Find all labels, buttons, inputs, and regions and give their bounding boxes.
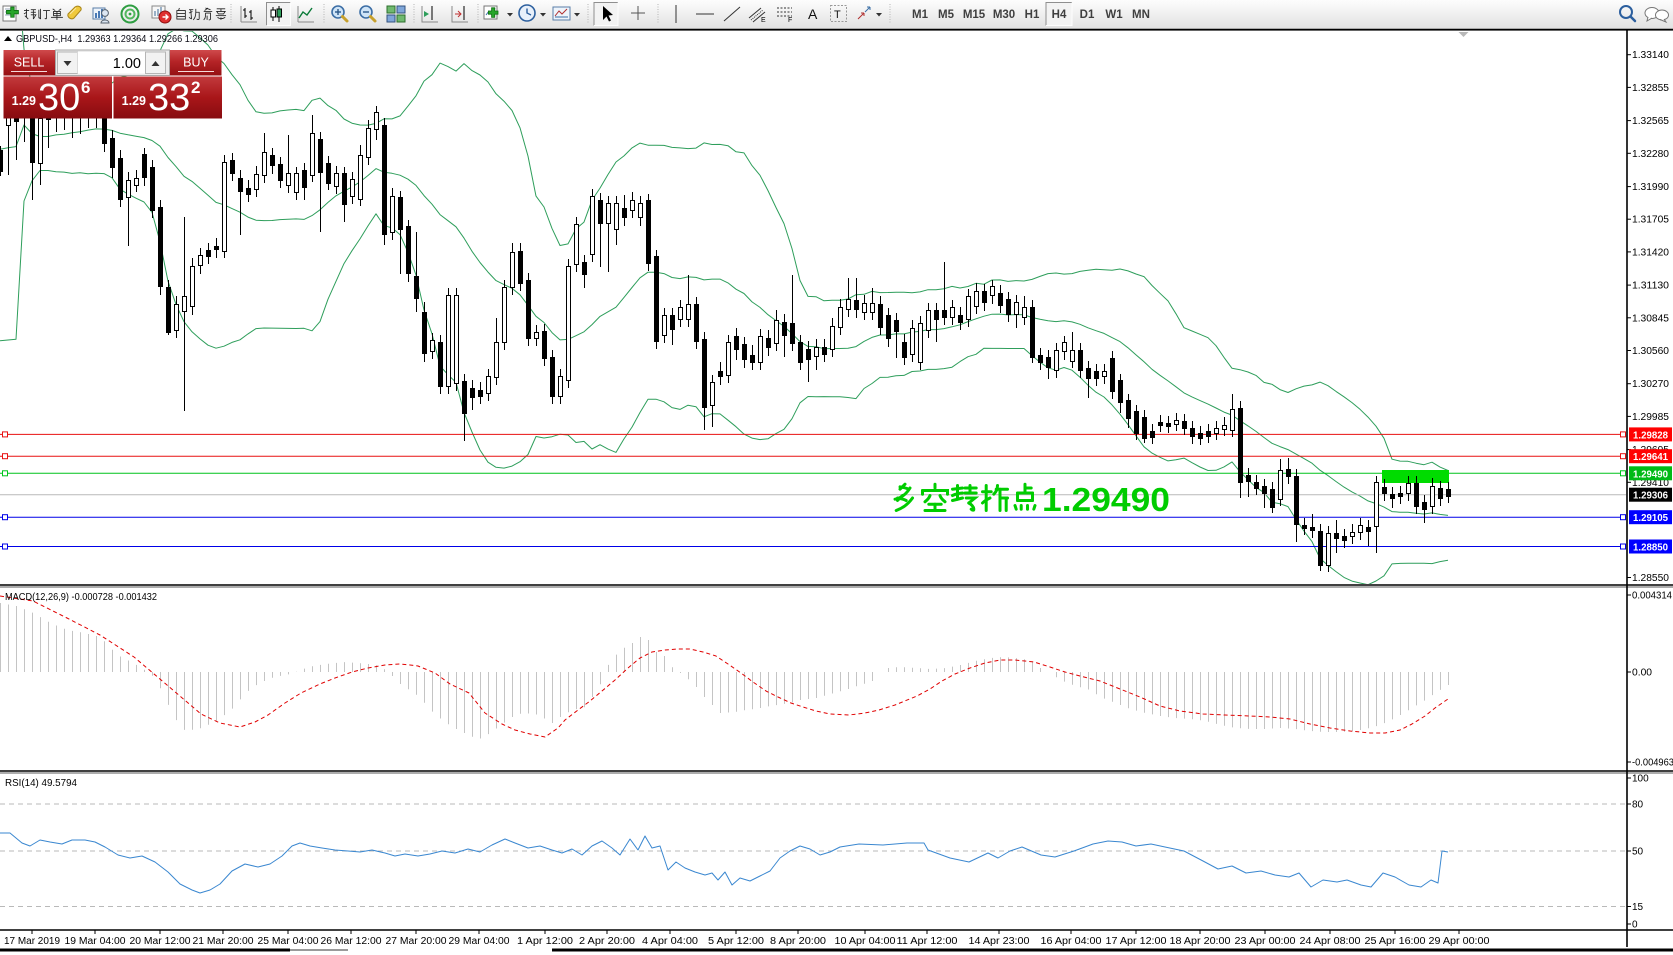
svg-text:29 Apr 00:00: 29 Apr 00:00 [1429,936,1490,947]
svg-text:4 Apr 04:00: 4 Apr 04:00 [642,936,698,947]
svg-text:RSI(14) 49.5794: RSI(14) 49.5794 [5,777,77,789]
svg-text:1 Apr 12:00: 1 Apr 12:00 [517,936,573,947]
svg-text:0.004314: 0.004314 [1632,591,1672,602]
svg-text:MN: MN [1132,9,1150,21]
svg-text:MACD(12,26,9) -0.000728 -0.001: MACD(12,26,9) -0.000728 -0.001432 [5,591,157,603]
svg-text:1.29105: 1.29105 [1633,513,1668,524]
svg-text:1.30845: 1.30845 [1632,313,1669,324]
svg-text:M1: M1 [912,9,929,21]
svg-text:21 Mar 20:00: 21 Mar 20:00 [193,936,254,947]
svg-text:1.29306: 1.29306 [1633,491,1668,502]
svg-text:1.29490: 1.29490 [1042,481,1170,518]
svg-text:100: 100 [1632,774,1649,785]
svg-text:19 Mar 04:00: 19 Mar 04:00 [65,936,126,947]
svg-text:A: A [808,6,818,22]
svg-text:26 Mar 12:00: 26 Mar 12:00 [321,936,382,947]
svg-text:1.29490: 1.29490 [1633,469,1668,480]
svg-text:BUY: BUY [183,56,209,70]
svg-text:1.31705: 1.31705 [1632,215,1669,226]
svg-text:1.31990: 1.31990 [1632,182,1669,193]
svg-text:25 Apr 16:00: 25 Apr 16:00 [1365,936,1426,947]
svg-text:14 Apr 23:00: 14 Apr 23:00 [969,936,1030,947]
svg-text:23 Apr 00:00: 23 Apr 00:00 [1235,936,1296,947]
svg-text:1.32280: 1.32280 [1632,149,1669,160]
svg-text:2 Apr 20:00: 2 Apr 20:00 [579,936,635,947]
svg-text:SELL: SELL [14,56,45,70]
svg-text:1.28850: 1.28850 [1633,543,1668,554]
svg-text:H1: H1 [1025,9,1040,21]
svg-text:W1: W1 [1105,9,1123,21]
svg-text:17 Mar 2019: 17 Mar 2019 [4,936,60,947]
svg-text:1.29: 1.29 [12,94,36,108]
svg-text:1.29: 1.29 [122,94,146,108]
svg-text:M30: M30 [993,9,1015,21]
svg-text:GBPUSD-,H4 1.29363 1.29364 1.: GBPUSD-,H4 1.29363 1.29364 1.29266 1.293… [16,33,218,45]
svg-text:8 Apr 20:00: 8 Apr 20:00 [770,936,826,947]
svg-text:33: 33 [148,77,190,119]
svg-text:H4: H4 [1052,9,1067,21]
svg-text:15: 15 [1632,902,1644,913]
svg-text:1.30270: 1.30270 [1632,379,1669,390]
svg-text:30: 30 [38,77,80,119]
svg-text:1.00: 1.00 [113,56,141,72]
svg-text:-0.004963: -0.004963 [1632,758,1673,769]
svg-text:2: 2 [191,78,200,97]
svg-text:1.29985: 1.29985 [1632,412,1669,423]
svg-text:M15: M15 [963,9,986,21]
svg-text:24 Apr 08:00: 24 Apr 08:00 [1300,936,1361,947]
svg-text:50: 50 [1632,847,1644,858]
svg-text:29 Mar 04:00: 29 Mar 04:00 [449,936,510,947]
svg-text:11 Apr 12:00: 11 Apr 12:00 [897,936,958,947]
svg-text:17 Apr 12:00: 17 Apr 12:00 [1106,936,1167,947]
svg-text:1.31420: 1.31420 [1632,247,1669,258]
svg-text:16 Apr 04:00: 16 Apr 04:00 [1041,936,1102,947]
svg-text:M5: M5 [938,9,955,21]
svg-text:18 Apr 20:00: 18 Apr 20:00 [1170,936,1231,947]
svg-text:E: E [761,17,766,24]
svg-text:0.00: 0.00 [1632,668,1652,679]
svg-text:T: T [834,9,841,21]
svg-text:1.28550: 1.28550 [1632,573,1669,584]
svg-text:0: 0 [1632,920,1638,931]
svg-text:1.31130: 1.31130 [1632,281,1669,292]
svg-text:27 Mar 20:00: 27 Mar 20:00 [386,936,447,947]
svg-text:5 Apr 12:00: 5 Apr 12:00 [708,936,764,947]
svg-text:6: 6 [81,78,90,97]
svg-text:F: F [788,17,792,24]
svg-text:25 Mar 04:00: 25 Mar 04:00 [258,936,319,947]
svg-text:1.30560: 1.30560 [1632,346,1669,357]
svg-text:1.33140: 1.33140 [1632,50,1669,61]
svg-text:20 Mar 12:00: 20 Mar 12:00 [130,936,191,947]
svg-text:1.32855: 1.32855 [1632,83,1669,94]
svg-text:D1: D1 [1080,9,1095,21]
svg-text:1.29641: 1.29641 [1633,452,1668,463]
svg-text:1.29828: 1.29828 [1633,430,1668,441]
svg-text:10 Apr 04:00: 10 Apr 04:00 [835,936,896,947]
svg-text:1.32565: 1.32565 [1632,116,1669,127]
svg-text:1.29410: 1.29410 [1632,478,1669,489]
svg-text:80: 80 [1632,800,1644,811]
